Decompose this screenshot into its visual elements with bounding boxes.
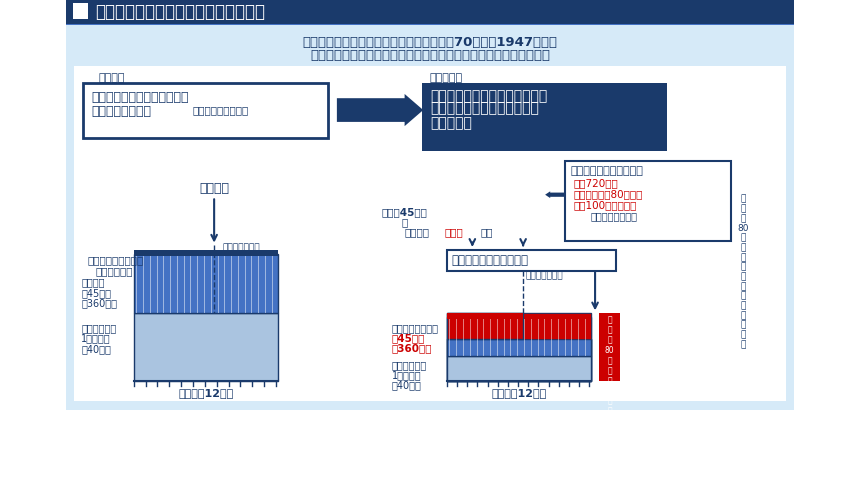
Text: 法定労働時間: 法定労働時間 bbox=[81, 323, 116, 333]
Text: 1日８時間: 1日８時間 bbox=[392, 370, 421, 380]
Bar bbox=[447, 313, 591, 339]
Text: １年間＝12か月: １年間＝12か月 bbox=[491, 388, 546, 398]
Bar bbox=[133, 254, 278, 313]
Text: 法律で残業時間の上限を定め、: 法律で残業時間の上限を定め、 bbox=[430, 89, 547, 103]
Text: 見直しの概要（残業時間の上限規制）: 見直しの概要（残業時間の上限規制） bbox=[95, 3, 266, 21]
Text: 法律による上限（原則）: 法律による上限（原則） bbox=[452, 254, 528, 267]
Bar bbox=[447, 318, 591, 356]
Text: 年間６か月まで: 年間６か月まで bbox=[223, 244, 261, 253]
Bar bbox=[447, 356, 591, 381]
Text: 月
残
業
80
時
間
＝
１
日
残
業
４
時
間
程
度: 月 残 業 80 時 間 ＝ １ 日 残 業 ４ 時 間 程 度 bbox=[605, 316, 614, 475]
FancyArrow shape bbox=[337, 94, 423, 126]
Bar bbox=[447, 313, 591, 339]
Bar bbox=[447, 313, 523, 339]
Text: 週40時間: 週40時間 bbox=[392, 380, 421, 390]
Text: （現在）: （現在） bbox=[98, 73, 125, 83]
Text: ＊休日労働を含む: ＊休日労働を含む bbox=[591, 211, 638, 221]
Text: 程度: 程度 bbox=[481, 227, 494, 237]
Bar bbox=[66, 0, 794, 24]
Text: なります。: なります。 bbox=[430, 116, 472, 130]
Text: 年360時間: 年360時間 bbox=[81, 298, 117, 308]
Text: 年360時間: 年360時間 bbox=[392, 343, 433, 353]
Text: 法定労働時間: 法定労働時間 bbox=[392, 360, 427, 370]
Text: これを超える残業はできなく: これを超える残業はできなく bbox=[430, 102, 539, 116]
Text: ありませんでした: ありませんでした bbox=[91, 105, 151, 118]
Bar bbox=[421, 83, 667, 151]
Text: １日残業: １日残業 bbox=[404, 227, 430, 237]
Bar bbox=[447, 339, 591, 381]
Bar bbox=[447, 339, 591, 381]
Text: 大臣告示による上限: 大臣告示による上限 bbox=[87, 256, 144, 266]
Bar bbox=[83, 83, 329, 138]
Text: 1日８時間: 1日８時間 bbox=[81, 333, 111, 344]
Bar bbox=[565, 161, 730, 241]
Text: 月残業45時間: 月残業45時間 bbox=[382, 208, 427, 217]
Text: ・複数月平均80時間＊: ・複数月平均80時間＊ bbox=[574, 189, 643, 199]
FancyArrow shape bbox=[545, 191, 565, 198]
Text: 月45時間: 月45時間 bbox=[81, 288, 111, 298]
Text: ＝: ＝ bbox=[402, 217, 408, 227]
Text: （改正後）: （改正後） bbox=[430, 73, 464, 83]
Text: ・年720時間: ・年720時間 bbox=[574, 178, 618, 188]
Text: ・月100時間未満＊: ・月100時間未満＊ bbox=[574, 200, 637, 210]
Bar bbox=[447, 313, 523, 319]
Text: ２時間: ２時間 bbox=[445, 227, 464, 237]
Text: （行政指導）: （行政指導） bbox=[95, 267, 133, 277]
Text: 上限なし: 上限なし bbox=[200, 182, 229, 195]
Bar bbox=[133, 250, 278, 257]
Text: 法律上は、残業時間の上限が: 法律上は、残業時間の上限が bbox=[91, 91, 189, 105]
Bar bbox=[133, 313, 278, 381]
Bar bbox=[447, 250, 617, 271]
Text: 残業時間: 残業時間 bbox=[81, 278, 105, 287]
Text: 週40時間: 週40時間 bbox=[81, 344, 111, 354]
Text: 残業時間（原則）: 残業時間（原則） bbox=[392, 323, 439, 333]
Bar bbox=[66, 24, 794, 25]
Text: 法律による上限（例外）: 法律による上限（例外） bbox=[570, 166, 643, 176]
Bar bbox=[73, 3, 88, 18]
Bar bbox=[599, 313, 620, 381]
Text: 制定された「労働基準法」において、初めての大改革となります。: 制定された「労働基準法」において、初めての大改革となります。 bbox=[310, 49, 550, 62]
Text: 月45時間: 月45時間 bbox=[392, 333, 426, 343]
Bar bbox=[75, 66, 785, 401]
Text: 月
残
業
80
時
間
＝
１
日
残
業
４
時
間
程
度: 月 残 業 80 時 間 ＝ １ 日 残 業 ４ 時 間 程 度 bbox=[738, 195, 749, 349]
Text: （行政指導のみ）。: （行政指導のみ）。 bbox=[193, 105, 249, 115]
Text: 年間６か月まで: 年間６か月まで bbox=[525, 271, 563, 280]
Bar bbox=[447, 339, 591, 381]
Text: １年間＝12か月: １年間＝12か月 bbox=[178, 388, 233, 398]
Text: 残業時間の上限を法律で規制することは、70年前（1947年）に: 残業時間の上限を法律で規制することは、70年前（1947年）に bbox=[303, 35, 557, 48]
